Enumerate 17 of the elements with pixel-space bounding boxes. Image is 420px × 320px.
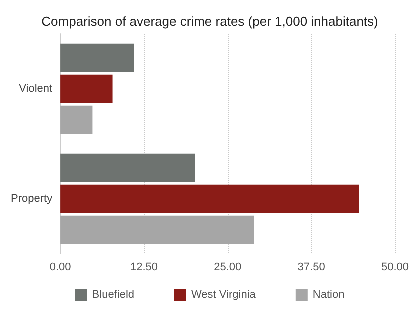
bar xyxy=(60,154,196,182)
bar xyxy=(60,74,113,104)
y-tick-label: Property xyxy=(10,193,54,205)
y-tick-label: Violent xyxy=(19,83,53,95)
legend-label: Bluefield xyxy=(92,289,135,301)
x-tick-label: 25.00 xyxy=(214,262,242,274)
bar xyxy=(60,44,134,72)
x-tick-label: 12.50 xyxy=(130,262,158,274)
chart-title: Comparison of average crime rates (per 1,000 inhabitants) xyxy=(42,14,378,29)
x-tick-label: 0.00 xyxy=(50,262,72,274)
legend-label: West Virginia xyxy=(192,289,257,301)
bar xyxy=(60,216,254,244)
bar xyxy=(60,106,93,134)
x-tick-label: 50.00 xyxy=(381,262,409,274)
x-tick-label: 37.50 xyxy=(298,262,326,274)
legend-label: Nation xyxy=(312,289,345,301)
bar xyxy=(60,184,360,214)
